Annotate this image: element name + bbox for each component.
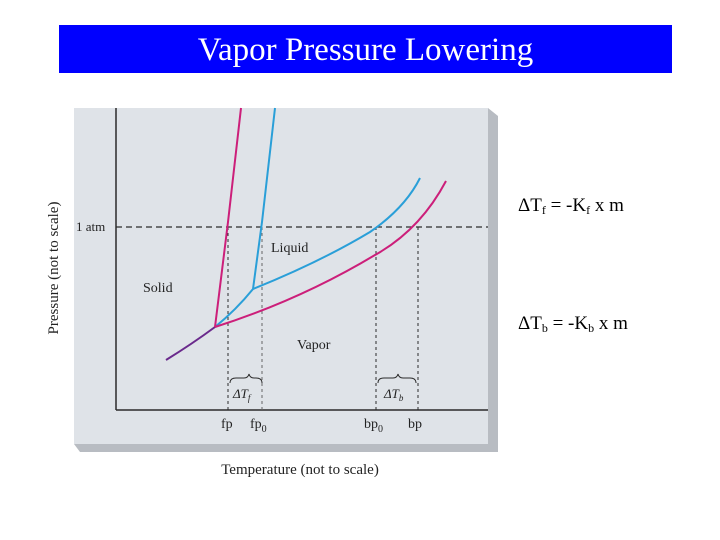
one-atm-label: 1 atm	[76, 219, 105, 234]
solvent-sublimation-curve	[214, 288, 254, 328]
tick-bp0-label: bp0	[364, 417, 383, 435]
delta-tf-bracket	[229, 373, 263, 384]
solution-vapor-curve	[214, 180, 447, 328]
boiling-point-equation: ΔTb = -Kb x m	[518, 313, 628, 335]
tick-fp0-label: fp0	[250, 417, 267, 435]
x-axis-label: Temperature (not to scale)	[221, 462, 379, 478]
delta-tf-label: ΔTf	[232, 386, 252, 403]
y-axis-label: Pressure (not to scale)	[46, 202, 62, 335]
slide-title: Vapor Pressure Lowering	[59, 25, 672, 73]
diagram-panel	[74, 108, 488, 444]
solvent-melting-line	[252, 107, 276, 290]
region-solid-label: Solid	[143, 281, 173, 296]
tick-bp-label: bp	[408, 417, 422, 432]
sublimation-curve	[165, 326, 216, 361]
delta-tb-label: ΔTb	[383, 386, 404, 403]
solution-melting-line	[214, 107, 242, 328]
region-vapor-label: Vapor	[297, 338, 331, 353]
freezing-point-equation: ΔTf = -Kf x m	[518, 195, 624, 217]
region-liquid-label: Liquid	[271, 241, 308, 256]
tick-fp-label: fp	[221, 417, 233, 432]
delta-tb-bracket	[377, 373, 417, 384]
solvent-vapor-curve	[252, 177, 421, 290]
